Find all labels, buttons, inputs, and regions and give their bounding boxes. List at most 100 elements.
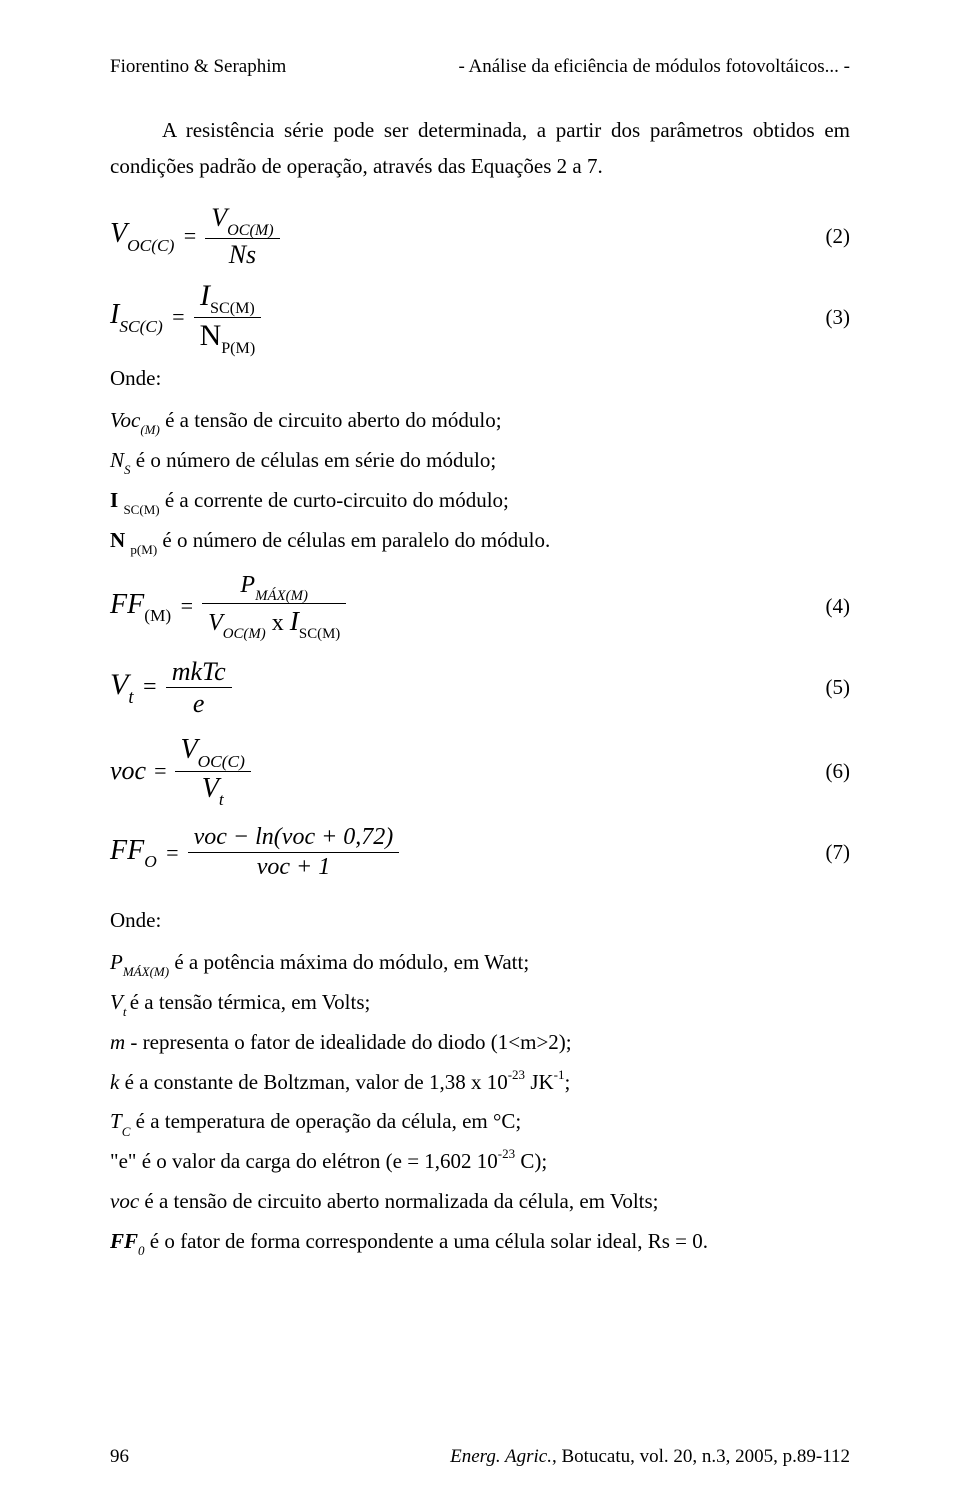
eq4-lhs-sym: FF: [110, 589, 144, 620]
def3-sym: I: [110, 488, 123, 512]
d2-6-pre: "e" é o valor da carga do elétron (e = 1…: [110, 1149, 498, 1173]
d2-7-sym: voc: [110, 1189, 139, 1213]
d2-8-text: é o fator de forma correspondente a uma …: [145, 1229, 708, 1253]
d2-4-ta: é a constante de Boltzman, valor de 1,38…: [119, 1070, 507, 1094]
equals-icon: =: [171, 304, 186, 330]
equation-2: VOC(C) = VOC(M) Ns (2): [110, 202, 850, 270]
equation-6: voc = VOC(C) Vt (6): [110, 733, 850, 809]
def4-sym: N: [110, 528, 130, 552]
eq3-bot-sym: N: [200, 319, 222, 352]
eq4-lhs-sub: (M): [144, 606, 171, 625]
def3-text: é a corrente de curto-circuito do módulo…: [160, 488, 509, 512]
d2-4-tc: ;: [565, 1070, 571, 1094]
eq3-top-sym: I: [200, 279, 210, 312]
footer-rest: , Botucatu, vol. 20, n.3, 2005, p.89-112: [552, 1446, 850, 1467]
d2-5-sym: T: [110, 1109, 122, 1133]
definitions-block-2: PMÁX(M) é a potência máxima do módulo, e…: [110, 943, 850, 1262]
d2-2-sym: V: [110, 990, 123, 1014]
eq4-bot-r-sym: I: [290, 605, 299, 636]
def2-7: voc é a tensão de circuito aberto normal…: [110, 1182, 850, 1222]
eq7-top: voc − ln(voc + 0,72): [188, 823, 400, 852]
eq6-bot-sub: t: [219, 790, 224, 809]
eq4-bot-mid: x: [266, 610, 290, 636]
def4-line: N p(M) é o número de células em paralelo…: [110, 521, 850, 561]
d2-8-sub: 0: [138, 1243, 145, 1258]
equation-7: FFO = voc − ln(voc + 0,72) voc + 1 (7): [110, 823, 850, 882]
eq7-bot: voc + 1: [251, 853, 337, 882]
def2-1: PMÁX(M) é a potência máxima do módulo, e…: [110, 943, 850, 983]
def2-8: FF0 é o fator de forma correspondente a …: [110, 1222, 850, 1262]
d2-3-sym: m: [110, 1030, 125, 1054]
d2-1-text: é a potência máxima do módulo, em Watt;: [169, 950, 529, 974]
def2-3: m - representa o fator de idealidade do …: [110, 1023, 850, 1063]
d2-6-rest: C);: [515, 1149, 547, 1173]
eq5-lhs-sym: V: [110, 668, 128, 701]
equals-icon: =: [182, 223, 197, 249]
eq2-lhs-sym: V: [110, 218, 127, 249]
eq5-bot: e: [187, 688, 211, 719]
eq3-lhs-sub: SC(C): [119, 317, 162, 336]
def1-line: Voc(M) é a tensão de circuito aberto do …: [110, 401, 850, 441]
def3-sub: SC(M): [123, 502, 159, 517]
eq6-number: (6): [826, 759, 851, 784]
d2-5-text: é a temperatura de operação da célula, e…: [130, 1109, 521, 1133]
d2-1-sym: P: [110, 950, 123, 974]
intro-paragraph: A resistência série pode ser determinada…: [110, 113, 850, 184]
def2-line: NS é o número de células em série do mód…: [110, 441, 850, 481]
def1-text: é a tensão de circuito aberto do módulo;: [160, 408, 502, 432]
eq5-lhs-sub: t: [128, 687, 133, 708]
d2-4-sup1: -23: [508, 1067, 525, 1082]
eq6-bot-sym: V: [202, 773, 219, 804]
eq7-lhs-sub: O: [144, 852, 157, 871]
eq7-number: (7): [826, 840, 851, 865]
eq2-top-sub: OC(M): [227, 222, 274, 239]
onde-label-1: Onde:: [110, 366, 850, 391]
eq3-lhs-sym: I: [110, 299, 119, 330]
def4-sub: p(M): [130, 542, 157, 557]
d2-2-text: é a tensão térmica, em Volts;: [130, 990, 371, 1014]
footer-journal: Energ. Agric.: [450, 1446, 552, 1467]
equals-icon: =: [165, 840, 180, 866]
eq3-top-sub: SC(M): [210, 300, 255, 317]
d2-2-sub: t: [123, 1004, 130, 1019]
equals-icon: =: [154, 758, 166, 784]
header-left: Fiorentino & Seraphim: [110, 56, 286, 78]
equation-4: FF(M) = PMÁX(M) VOC(M) x ISC(M) (4): [110, 571, 850, 642]
d2-6-sup: -23: [498, 1146, 515, 1161]
equals-icon: =: [179, 593, 194, 619]
def2-sub: S: [124, 462, 131, 477]
eq3-bot-sub: P(M): [221, 340, 255, 357]
footer-citation: Energ. Agric., Botucatu, vol. 20, n.3, 2…: [450, 1446, 850, 1468]
def1-sub: (M): [140, 422, 160, 437]
eq4-bot-l-sub: OC(M): [223, 626, 266, 642]
eq3-number: (3): [826, 305, 851, 330]
eq4-number: (4): [826, 594, 851, 619]
eq5-number: (5): [826, 675, 851, 700]
eq2-number: (2): [826, 224, 851, 249]
definitions-block-1: Voc(M) é a tensão de circuito aberto do …: [110, 401, 850, 561]
eq4-top-sym: P: [240, 572, 255, 598]
onde-label-2: Onde:: [110, 908, 850, 933]
d2-7-text: é a tensão de circuito aberto normalizad…: [139, 1189, 658, 1213]
def2-4: k é a constante de Boltzman, valor de 1,…: [110, 1063, 850, 1103]
d2-4-sup2: -1: [554, 1067, 565, 1082]
eq6-top-sym: V: [181, 734, 198, 765]
equals-icon: =: [142, 674, 158, 701]
d2-4-sym: k: [110, 1070, 119, 1094]
def2-2: Vt é a tensão térmica, em Volts;: [110, 983, 850, 1023]
d2-3-text: - representa o fator de idealidade do di…: [125, 1030, 571, 1054]
eq2-lhs-sub: OC(C): [127, 236, 174, 255]
eq4-bot-r-sub: SC(M): [299, 626, 340, 642]
eq6-top-sub: OC(C): [198, 752, 245, 771]
d2-8-sym: FF: [110, 1229, 138, 1253]
def2-sym: N: [110, 448, 124, 472]
eq5-top: mkTc: [166, 656, 232, 687]
def4-text: é o número de células em paralelo do mód…: [157, 528, 550, 552]
equation-5: Vt = mkTc e (5): [110, 656, 850, 719]
footer-page-number: 96: [110, 1446, 129, 1468]
header-right: - Análise da eficiência de módulos fotov…: [459, 56, 851, 78]
running-header: Fiorentino & Seraphim - Análise da efici…: [110, 56, 850, 79]
d2-4-tb: JK: [525, 1070, 554, 1094]
page-root: Fiorentino & Seraphim - Análise da efici…: [0, 0, 960, 1508]
def2-text: é o número de células em série do módulo…: [131, 448, 497, 472]
